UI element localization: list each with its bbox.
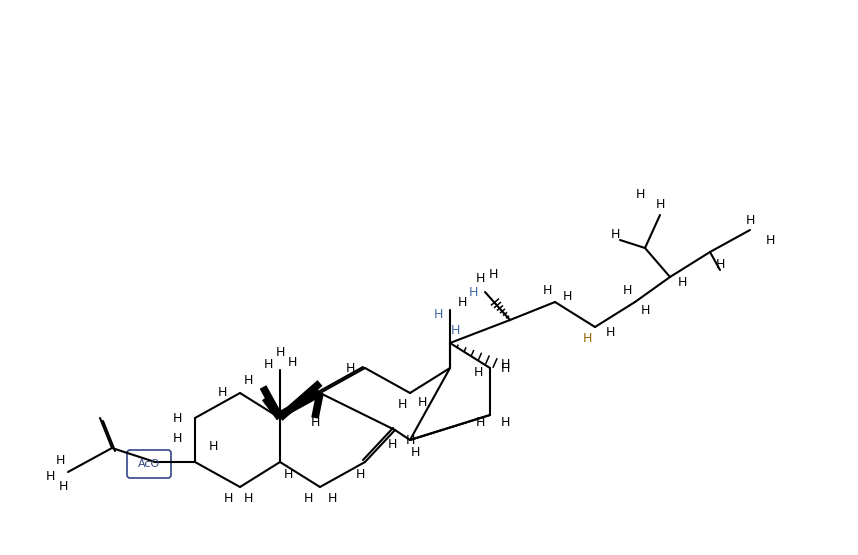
Text: H: H <box>410 446 420 458</box>
Text: H: H <box>172 411 182 425</box>
Text: H: H <box>433 309 443 321</box>
Text: H: H <box>457 295 467 309</box>
Text: AcO: AcO <box>138 459 160 469</box>
Text: H: H <box>622 284 631 296</box>
Text: H: H <box>635 189 644 201</box>
Text: H: H <box>355 467 365 481</box>
Text: H: H <box>58 481 68 493</box>
Text: H: H <box>208 441 218 453</box>
Text: H: H <box>474 366 483 380</box>
Text: H: H <box>417 396 426 410</box>
Text: H: H <box>605 325 614 339</box>
Text: H: H <box>475 416 485 430</box>
Text: H: H <box>610 229 619 241</box>
Text: H: H <box>223 492 233 506</box>
Text: H: H <box>172 431 182 445</box>
Text: H: H <box>397 398 407 411</box>
Text: H: H <box>562 290 571 304</box>
Text: H: H <box>450 325 460 337</box>
Text: H: H <box>311 416 320 430</box>
Text: H: H <box>45 471 55 483</box>
Text: H: H <box>244 375 253 387</box>
Text: H: H <box>387 438 396 452</box>
Text: H: H <box>244 492 253 506</box>
Text: H: H <box>405 433 414 447</box>
Text: H: H <box>283 467 293 481</box>
Text: H: H <box>345 361 354 375</box>
Text: H: H <box>640 304 650 316</box>
Text: H: H <box>55 453 64 467</box>
Text: H: H <box>287 356 297 369</box>
Text: H: H <box>583 332 592 346</box>
Text: H: H <box>327 492 336 506</box>
Text: H: H <box>275 346 285 359</box>
Text: H: H <box>746 214 755 226</box>
Text: H: H <box>656 199 665 211</box>
Text: H: H <box>500 359 510 371</box>
Text: H: H <box>263 359 273 371</box>
Text: H: H <box>542 284 552 296</box>
Text: H: H <box>217 386 227 400</box>
Text: H: H <box>468 285 478 299</box>
Text: H: H <box>716 259 725 271</box>
Text: H: H <box>677 275 686 289</box>
Text: H: H <box>500 361 510 375</box>
Text: H: H <box>304 492 312 506</box>
Text: H: H <box>500 416 510 430</box>
Text: H: H <box>475 273 485 285</box>
Text: H: H <box>488 268 498 280</box>
Text: H: H <box>765 234 775 246</box>
FancyBboxPatch shape <box>127 450 171 478</box>
